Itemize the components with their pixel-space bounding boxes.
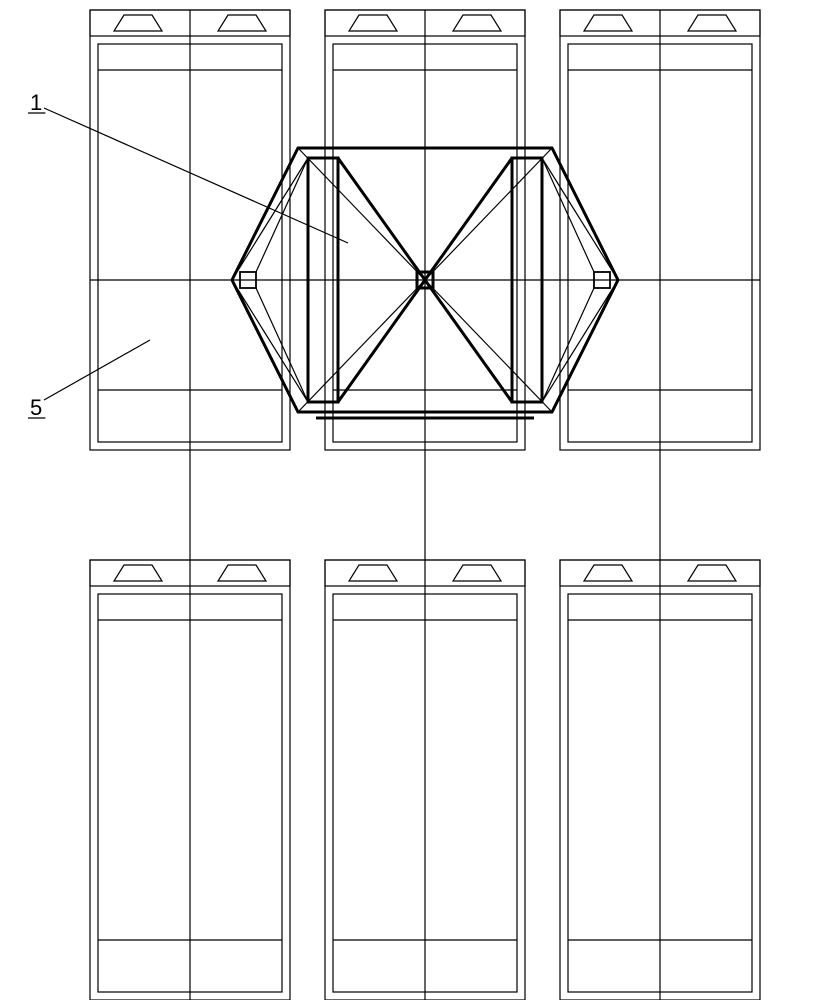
callout-5-text: 5 bbox=[30, 395, 42, 420]
technical-diagram: 15 bbox=[0, 0, 820, 1000]
callout-1-text: 1 bbox=[30, 90, 42, 115]
